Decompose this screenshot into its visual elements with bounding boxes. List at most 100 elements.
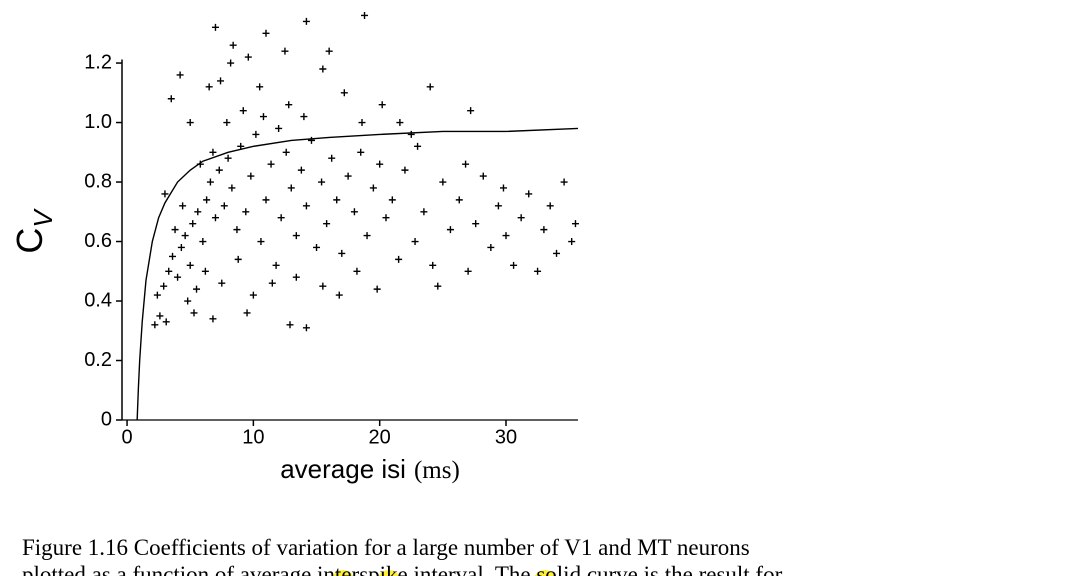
data-point [333,196,341,204]
data-point [297,166,305,174]
data-point [215,166,223,174]
data-point [328,154,336,162]
data-point [553,249,561,257]
data-point [479,172,487,180]
data-point [233,226,241,234]
caption-line: plotted as a function of average intersp… [22,562,783,576]
data-point [277,214,285,222]
data-point [307,136,315,144]
data-point [353,267,361,275]
data-point [181,232,189,240]
data-point [335,291,343,299]
y-label-subscript: V [28,208,58,228]
data-point [323,220,331,228]
data-point [184,297,192,305]
data-point [376,160,384,168]
data-point [262,29,270,37]
data-point [220,202,228,210]
data-point [190,309,198,317]
x-label-unit: (ms) [414,457,460,484]
data-point [217,77,225,85]
data-point [344,172,352,180]
data-point [546,202,554,210]
data-point [517,214,525,222]
data-point [302,17,310,25]
data-point [153,291,161,299]
data-point [357,148,365,156]
x-label-main: average isi [280,454,406,484]
data-point [201,267,209,275]
data-point [396,119,404,127]
data-point [205,83,213,91]
data-point [411,238,419,246]
data-point [361,11,369,19]
data-point [472,220,480,228]
data-point [313,243,321,251]
data-point [156,312,164,320]
data-point [199,238,207,246]
data-point [369,184,377,192]
data-point [378,101,386,109]
data-point [560,178,568,186]
data-point [252,130,260,138]
data-point [194,208,202,216]
data-point [571,220,579,228]
data-point [373,285,381,293]
data-point [285,101,293,109]
data-point [439,178,447,186]
data-point [388,196,396,204]
data-point [176,71,184,79]
data-point [502,232,510,240]
data-point [292,273,300,281]
data-point [429,261,437,269]
data-point [177,243,185,251]
y-tick-label: 0.8 [84,170,112,192]
data-point [338,249,346,257]
data-point [350,208,358,216]
data-point [281,47,289,55]
data-point [151,321,159,329]
data-point [340,89,348,97]
data-point [247,172,255,180]
data-point [229,41,237,49]
data-point [189,220,197,228]
data-point [211,214,219,222]
data-point [275,124,283,132]
y-tick-label: 0.4 [84,289,112,311]
data-point [414,142,422,150]
y-tick-label: 1.2 [84,51,112,73]
data-point [160,282,168,290]
data-point [161,190,169,198]
data-point [262,196,270,204]
highlight [332,570,354,576]
data-point [568,238,576,246]
data-point [174,273,182,281]
data-point [239,107,247,115]
y-tick-label: 0.2 [84,349,112,371]
data-point [455,196,463,204]
data-point [534,267,542,275]
data-point [167,95,175,103]
data-point [165,267,173,275]
data-point [169,252,177,260]
data-point [464,267,472,275]
fit-curve [136,127,579,421]
data-point [401,166,409,174]
data-point [302,324,310,332]
data-point [282,148,290,156]
data-point [203,196,211,204]
data-point [467,107,475,115]
data-point [494,202,502,210]
data-point [228,184,236,192]
data-point [223,119,231,127]
data-point [272,261,280,269]
x-tick-label: 30 [495,426,517,448]
y-label-main: C [9,228,50,254]
y-tick-label: 1.0 [84,111,112,133]
data-point [420,208,428,216]
data-point [325,47,333,55]
data-point [206,178,214,186]
data-point [318,178,326,186]
data-point [434,282,442,290]
